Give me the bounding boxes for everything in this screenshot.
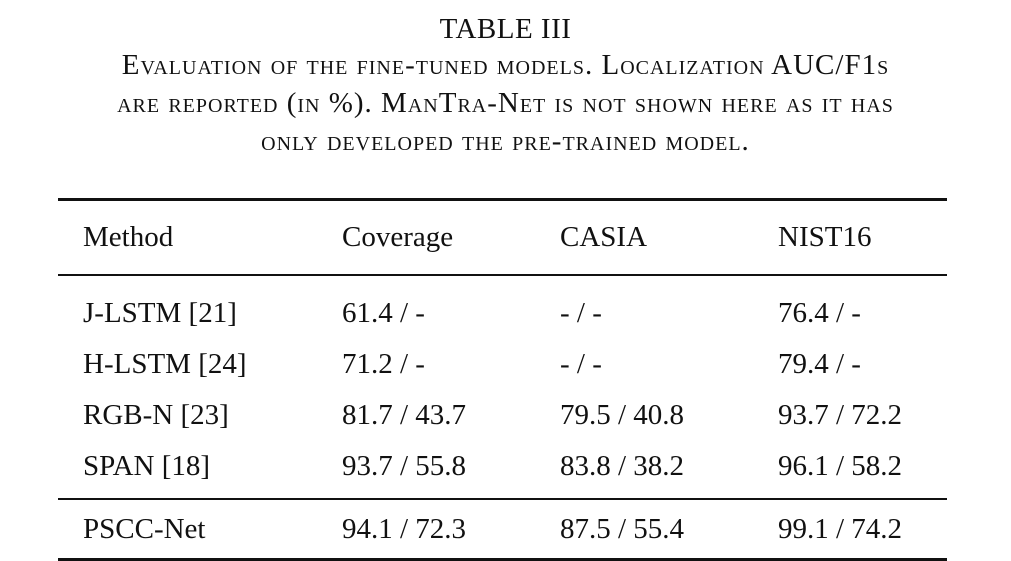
cell-casia: - / - [560, 297, 602, 329]
results-table: Method Coverage CASIA NIST16 J-LSTM [21]… [58, 198, 947, 561]
cell-nist16: 79.4 / - [778, 348, 861, 380]
cell-casia-best: 87.5 / 55.4 [560, 512, 685, 545]
cell-casia: 79.5 / 40.8 [560, 399, 685, 431]
best-result-row: PSCC-Net 94.1 / 72.3 87.5 / 55.4 99.1 / … [58, 499, 947, 560]
header-method: Method [83, 221, 174, 253]
cell-coverage-best: 94.1 / 72.3 [342, 512, 467, 545]
cell-coverage: 61.4 / - [342, 297, 425, 329]
cell-casia: 83.8 / 38.2 [560, 450, 685, 482]
cell-method: J-LSTM [21] [83, 297, 237, 329]
cell-method: RGB-N [23] [83, 399, 229, 431]
cell-nist16: 76.4 / - [778, 297, 861, 329]
cell-nist16: 96.1 / 58.2 [778, 450, 903, 482]
cell-casia: - / - [560, 348, 602, 380]
table-row: J-LSTM [21] 61.4 / - - / - 76.4 / - [58, 275, 947, 339]
cell-method: SPAN [18] [83, 450, 211, 482]
header-casia: CASIA [560, 221, 648, 253]
caption-line-2: are reported (in %). ManTra-Net is not s… [117, 87, 894, 119]
header-nist16: NIST16 [778, 221, 872, 253]
cell-coverage: 71.2 / - [342, 348, 425, 380]
cell-method: PSCC-Net [83, 512, 206, 545]
table-row: SPAN [18] 93.7 / 55.8 83.8 / 38.2 96.1 /… [58, 441, 947, 499]
header-row: Method Coverage CASIA NIST16 [58, 199, 947, 276]
cell-nist16: 93.7 / 72.2 [778, 399, 903, 431]
cell-nist16-best: 99.1 / 74.2 [778, 512, 903, 545]
cell-coverage: 93.7 / 55.8 [342, 450, 467, 482]
table-label: TABLE III [439, 13, 572, 45]
cell-method: H-LSTM [24] [83, 348, 247, 380]
header-coverage: Coverage [342, 221, 454, 253]
caption-line-3: only developed the pre-trained model. [261, 125, 750, 157]
table-row: RGB-N [23] 81.7 / 43.7 79.5 / 40.8 93.7 … [58, 390, 947, 441]
table-caption: TABLE III Evaluation of the fine-tuned m… [0, 12, 1011, 160]
caption-line-1: Evaluation of the fine-tuned models. Loc… [121, 49, 890, 81]
table-row: H-LSTM [24] 71.2 / - - / - 79.4 / - [58, 339, 947, 390]
cell-coverage: 81.7 / 43.7 [342, 399, 467, 431]
